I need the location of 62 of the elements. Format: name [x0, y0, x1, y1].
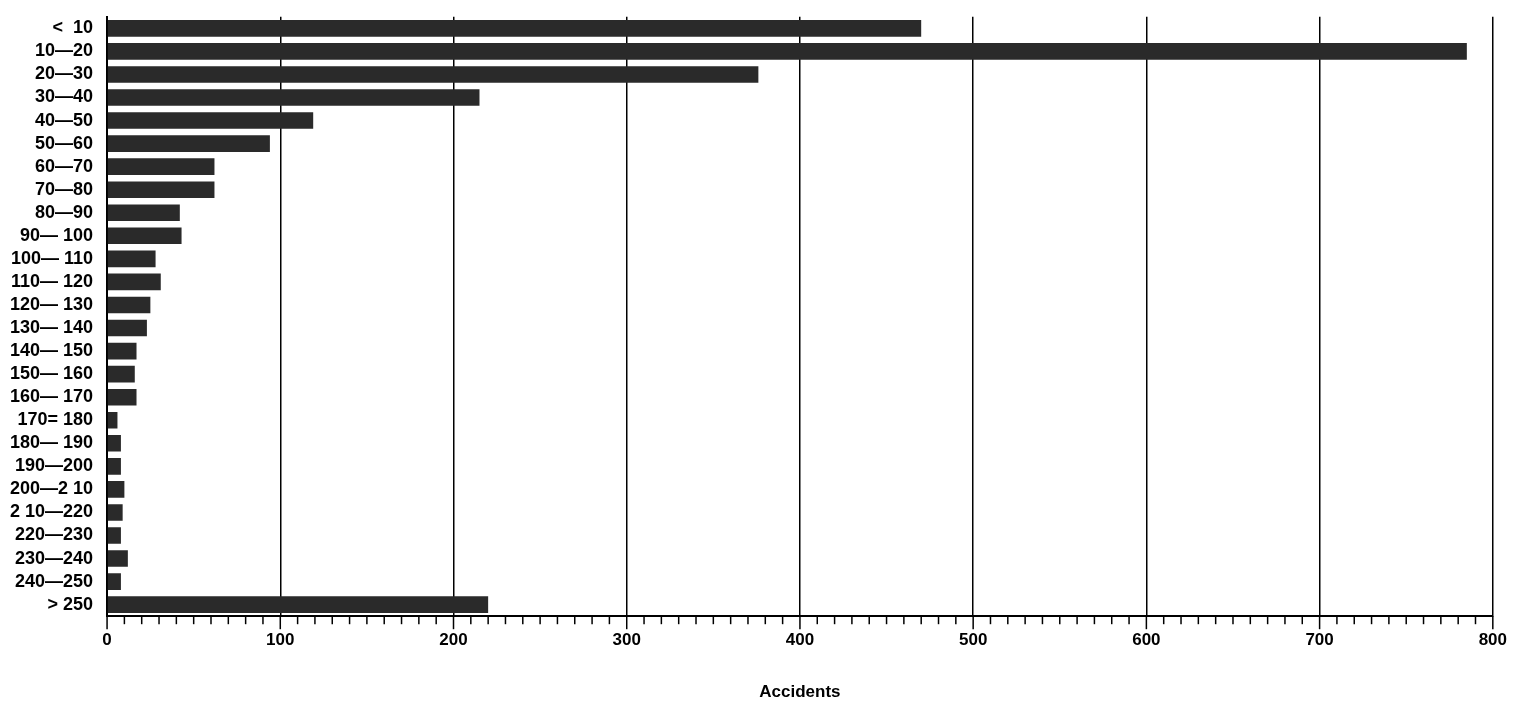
- y-tick-label: 230—240: [14, 547, 94, 568]
- y-tick-label: 90— 100: [20, 224, 94, 245]
- bar: [107, 204, 180, 222]
- bar: [107, 596, 489, 613]
- bar: [107, 388, 137, 406]
- y-tick-label: 60—70: [35, 155, 94, 176]
- x-tick-label: 500: [958, 630, 988, 650]
- bar: [107, 458, 121, 475]
- bar: [107, 89, 480, 106]
- bar: [107, 66, 759, 83]
- bar: [107, 319, 147, 337]
- bar: [107, 504, 123, 521]
- bar: [107, 273, 161, 291]
- bar: [107, 435, 121, 452]
- y-tick-label: 100— 110: [10, 247, 94, 268]
- bar: [107, 481, 125, 498]
- bar: [107, 227, 182, 245]
- x-tick-label: 300: [612, 630, 641, 650]
- bar: [107, 43, 1467, 60]
- y-tick-label: 2 10—220: [9, 501, 94, 522]
- y-tick-label: 20—30: [35, 63, 94, 84]
- y-tick-label: 50—60: [35, 132, 94, 153]
- x-tick-label: 100: [266, 630, 295, 650]
- y-tick-label: 40—50: [35, 109, 94, 130]
- x-tick-label: 0: [102, 630, 112, 650]
- bar: [107, 20, 922, 37]
- y-tick-label: 200—2 10: [9, 478, 94, 499]
- y-tick-label: 170= 180: [17, 409, 94, 430]
- bar: [107, 181, 215, 198]
- x-tick-label: 600: [1132, 630, 1161, 650]
- y-tick-label: 110— 120: [10, 270, 94, 291]
- y-tick-label: < 10: [52, 17, 94, 38]
- y-tick-label: 80—90: [35, 201, 94, 222]
- bar: [107, 411, 118, 429]
- x-tick-label: 400: [785, 630, 815, 650]
- y-tick-label: 10—20: [35, 40, 94, 61]
- bar: [107, 573, 121, 590]
- x-tick-label: 200: [439, 630, 468, 650]
- y-tick-label: 120— 130: [9, 293, 94, 314]
- bar: [107, 527, 121, 544]
- y-tick-label: 190—200: [14, 455, 94, 476]
- bar: [107, 158, 215, 175]
- y-tick-label: 70—80: [35, 178, 94, 199]
- bar: [107, 342, 137, 360]
- x-tick-label: 800: [1478, 630, 1508, 650]
- bar: [107, 365, 135, 383]
- x-axis-title: Accidents: [759, 682, 841, 702]
- y-tick-label: 130— 140: [9, 317, 94, 337]
- bar: [107, 296, 151, 314]
- bar: [107, 550, 128, 567]
- y-tick-label: 180— 190: [9, 432, 94, 453]
- y-tick-label: 140— 150: [9, 340, 94, 361]
- bar: [107, 112, 314, 129]
- y-tick-label: 160— 170: [9, 386, 94, 407]
- bar: [107, 250, 156, 268]
- y-tick-label: 30—40: [35, 86, 94, 107]
- bar: [107, 135, 270, 152]
- y-tick-label: 240—250: [14, 570, 94, 591]
- y-tick-label: 150— 160: [9, 363, 94, 384]
- y-tick-label: > 250: [47, 593, 94, 614]
- y-tick-label: 220—230: [14, 524, 94, 545]
- x-tick-label: 700: [1305, 630, 1334, 650]
